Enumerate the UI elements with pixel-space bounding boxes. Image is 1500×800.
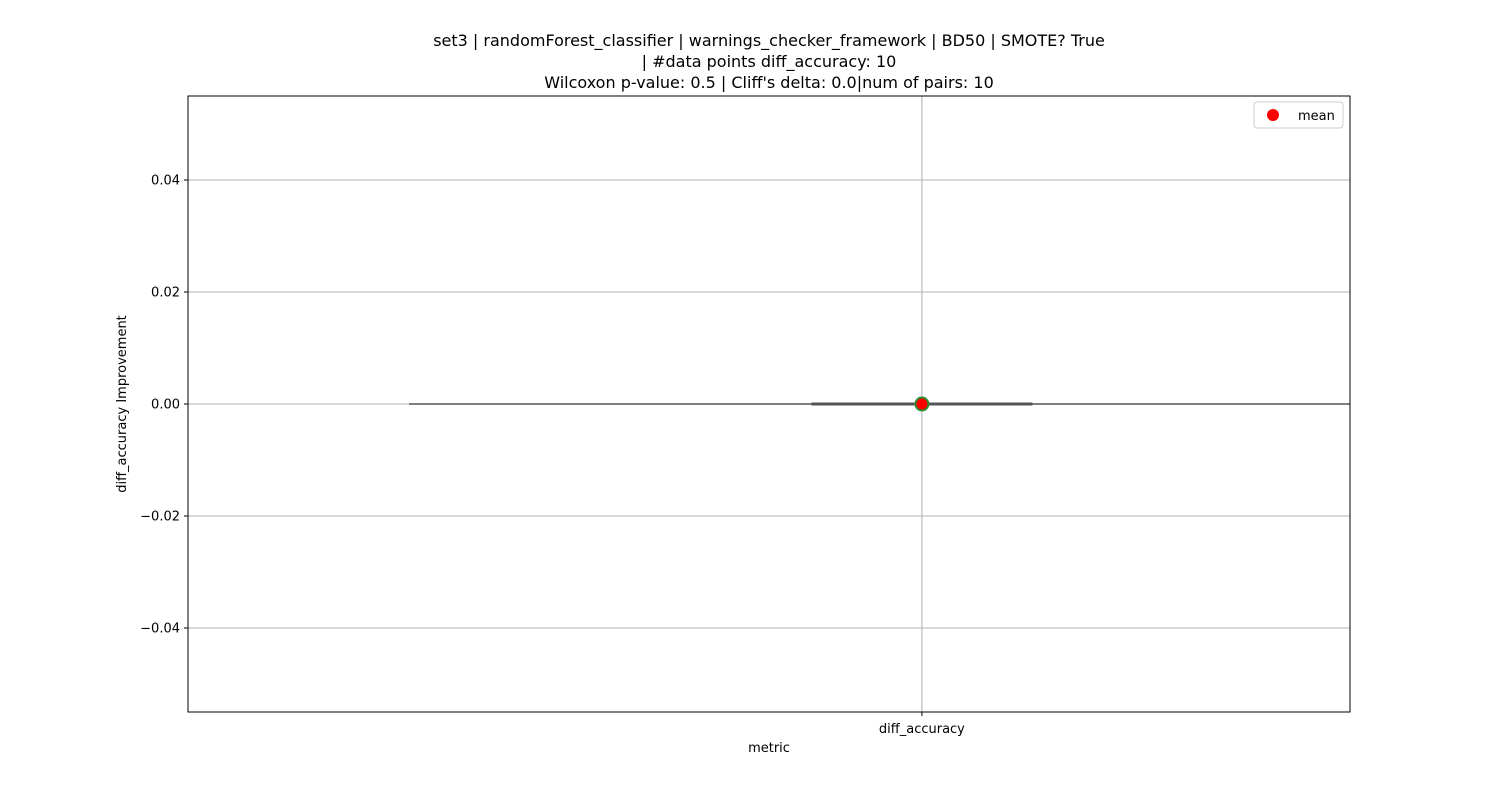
legend-mean-label: mean (1298, 109, 1335, 124)
x-tick-label: diff_accuracy (879, 722, 965, 737)
title-line-3: Wilcoxon p-value: 0.5 | Cliff's delta: 0… (544, 73, 994, 92)
legend: mean (1253, 101, 1344, 129)
y-tick-label: 0.04 (151, 174, 180, 189)
y-tick-label: −0.04 (140, 622, 180, 637)
box-plot-series (409, 396, 1350, 412)
y-tick-label: 0.02 (151, 286, 180, 301)
y-axis-label: diff_accuracy Improvement (115, 315, 130, 493)
y-tick-label: −0.02 (140, 510, 180, 525)
x-axis-label: metric (748, 741, 790, 756)
mean-marker (914, 396, 930, 412)
legend-frame (1253, 101, 1344, 129)
x-axis-ticks: diff_accuracy (879, 712, 965, 737)
title-line-1: set3 | randomForest_classifier | warning… (433, 31, 1105, 51)
title-line-2: | #data points diff_accuracy: 10 (642, 52, 897, 72)
y-axis-ticks: −0.04 −0.02 0.00 0.02 0.04 (140, 174, 188, 637)
legend-mean-marker (1267, 109, 1279, 121)
chart-title: set3 | randomForest_classifier | warning… (433, 31, 1105, 92)
y-tick-label: 0.00 (151, 398, 180, 413)
